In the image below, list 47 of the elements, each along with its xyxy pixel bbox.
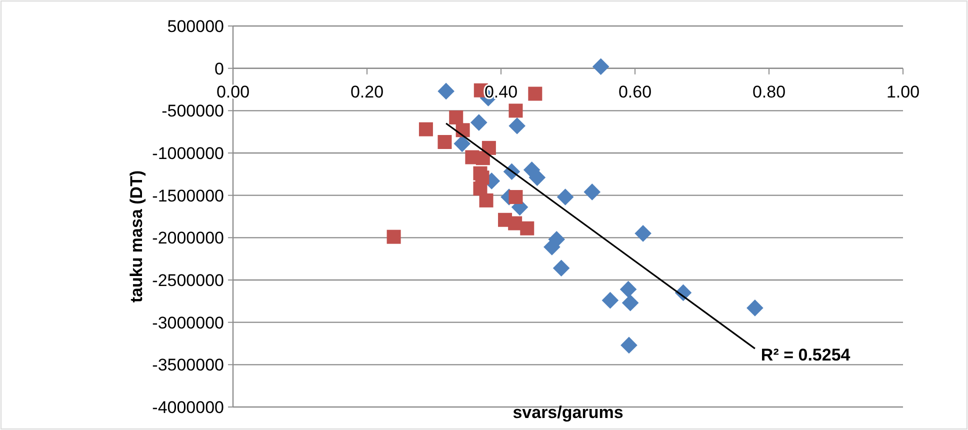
point [508,216,522,230]
point [418,122,433,136]
y-tick-label: -500000 [162,102,224,121]
point [508,190,523,204]
y-tick-label: -1000000 [152,144,224,163]
point [476,151,490,166]
point [470,114,488,131]
point [552,260,570,277]
point [622,294,639,312]
y-tick-label: 0 [214,59,224,78]
point [602,292,619,309]
point [556,188,574,206]
x-axis-title: svars/garums [512,403,624,422]
x-tick-label: 1.00 [886,82,920,102]
point [620,336,638,354]
x-tick-label: 0.80 [752,82,786,102]
point [528,86,542,101]
y-axis-title: tauku masa (DT) [127,170,146,303]
point [592,58,610,76]
y-tick-label: 500000 [167,16,224,36]
x-tick-label: 0.60 [618,82,652,102]
x-tick-label: 0.20 [350,82,384,102]
point [620,280,637,298]
point [520,221,534,236]
point [456,123,470,138]
point [438,134,452,149]
point [386,230,401,244]
point [544,238,560,256]
point [479,193,494,208]
point [454,135,471,152]
point [528,169,546,186]
y-tick-label: -2000000 [152,228,224,248]
x-tick-label: 0.00 [216,82,250,102]
y-tick-label: -3000000 [152,313,224,332]
point [449,110,464,124]
y-tick-label: -3500000 [152,356,224,375]
y-tick-label: -1500000 [152,186,224,206]
annotation: R² = 0.5254 [760,346,851,365]
point [508,118,526,134]
point [438,82,454,100]
y-tick-label: -4000000 [152,398,224,417]
point [634,225,652,242]
point [746,300,764,316]
point [508,104,523,118]
y-tick-label: -2500000 [152,270,224,290]
point [473,182,488,196]
point [584,184,601,200]
